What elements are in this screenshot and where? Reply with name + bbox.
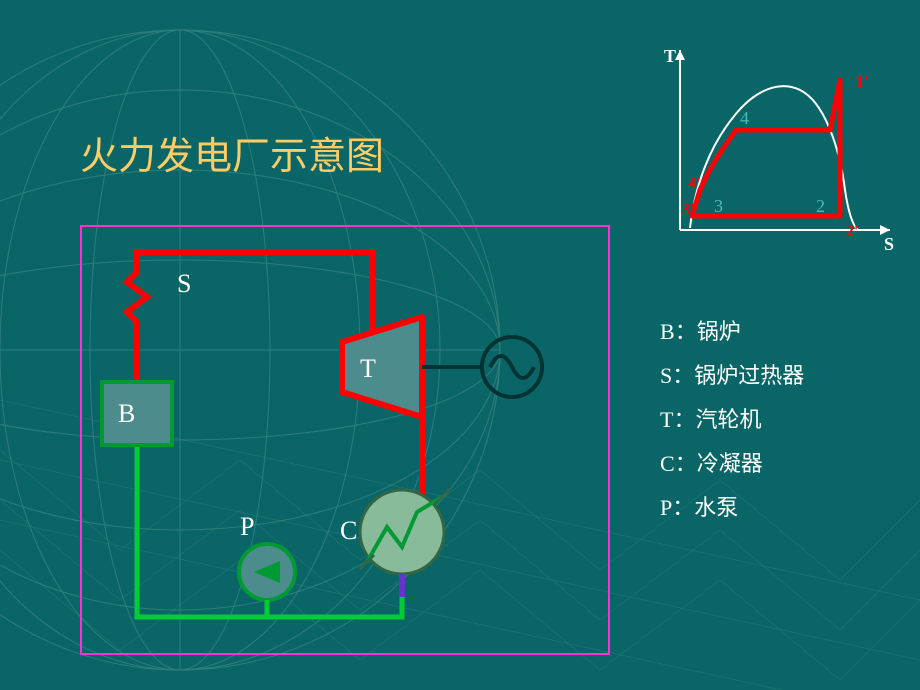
label-b: B [118, 399, 135, 428]
boiler-shape [102, 382, 172, 445]
legend-row: P：水泵 [660, 486, 804, 530]
page-title: 火力发电厂示意图 [80, 125, 384, 180]
generator-sine [490, 356, 534, 378]
legend-row: B：锅炉 [660, 310, 804, 354]
ts-point-1p: 1' [855, 72, 869, 92]
hot-line [127, 252, 372, 382]
label-t: T [360, 354, 376, 383]
ts-point-4: 4 [740, 108, 749, 128]
turbine-shape [342, 317, 422, 417]
ts-point-3p: 3' [682, 201, 694, 218]
label-c: C [340, 516, 357, 545]
ts-diagram: T S 1' 4 4' 3' 3 2 2' [640, 30, 900, 260]
schematic-svg: S B T C P [82, 227, 612, 657]
ts-point-2p: 2' [846, 223, 858, 240]
schematic-frame: S B T C P [80, 225, 610, 655]
ts-point-3: 3 [714, 196, 723, 216]
legend: B：锅炉 S：锅炉过热器 T：汽轮机 C：冷凝器 P：水泵 [660, 310, 804, 530]
legend-row: S：锅炉过热器 [660, 354, 804, 398]
ts-x-axis-label: S [884, 234, 894, 254]
legend-row: C：冷凝器 [660, 442, 804, 486]
ts-point-4p: 4' [688, 175, 700, 192]
label-s: S [177, 269, 191, 298]
ts-y-axis-label: T [664, 46, 676, 66]
ts-point-2: 2 [816, 196, 825, 216]
legend-row: T：汽轮机 [660, 398, 804, 442]
label-p: P [240, 512, 254, 541]
